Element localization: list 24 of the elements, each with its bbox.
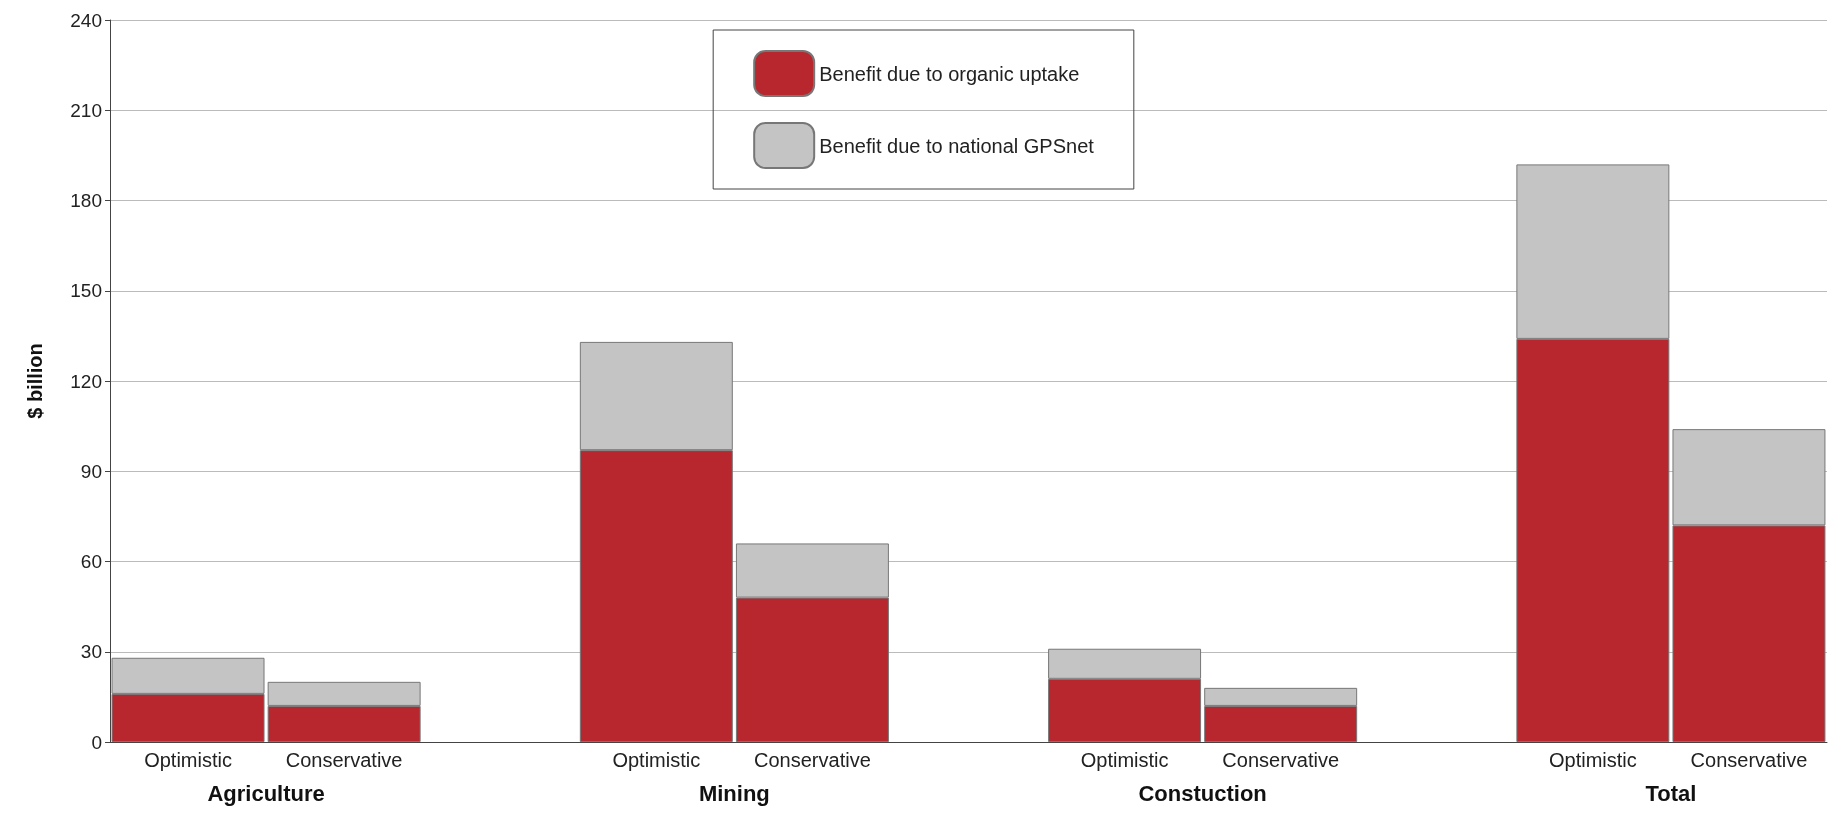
y-tick-label: 210 bbox=[70, 99, 102, 121]
text: Mining bbox=[698, 780, 770, 806]
y-tick-label: 150 bbox=[70, 280, 102, 302]
y-tick-label: 0 bbox=[91, 731, 102, 753]
y-tick-label: 240 bbox=[70, 9, 102, 31]
legend-label: Benefit due to national GPSnet bbox=[819, 134, 1095, 157]
legend-label: Benefit due to organic uptake bbox=[819, 62, 1080, 85]
x-tick-label: Optimistic bbox=[612, 749, 701, 771]
x-tick-label: Optimistic bbox=[144, 749, 232, 771]
x-tick-label: Conservative bbox=[1222, 749, 1340, 771]
y-tick-label: 180 bbox=[70, 190, 102, 211]
y-tick-label: 60 bbox=[80, 551, 102, 572]
x-tick-label: Optimistic bbox=[1548, 749, 1637, 771]
text: Constuction bbox=[1138, 780, 1267, 806]
text: Total bbox=[1645, 780, 1697, 806]
x-tick-label: Conservative bbox=[754, 749, 871, 771]
x-tick-label: Conservative bbox=[285, 749, 403, 771]
x-tick-label: Conservative bbox=[1690, 749, 1808, 771]
y-tick-label: 30 bbox=[80, 641, 102, 663]
x-tick-label: Optimistic bbox=[1080, 749, 1169, 771]
y-axis-title: $ billion bbox=[24, 343, 46, 419]
y-tick-label: 90 bbox=[80, 460, 102, 482]
y-tick-label: 120 bbox=[70, 370, 102, 392]
text: Agriculture bbox=[207, 780, 325, 806]
